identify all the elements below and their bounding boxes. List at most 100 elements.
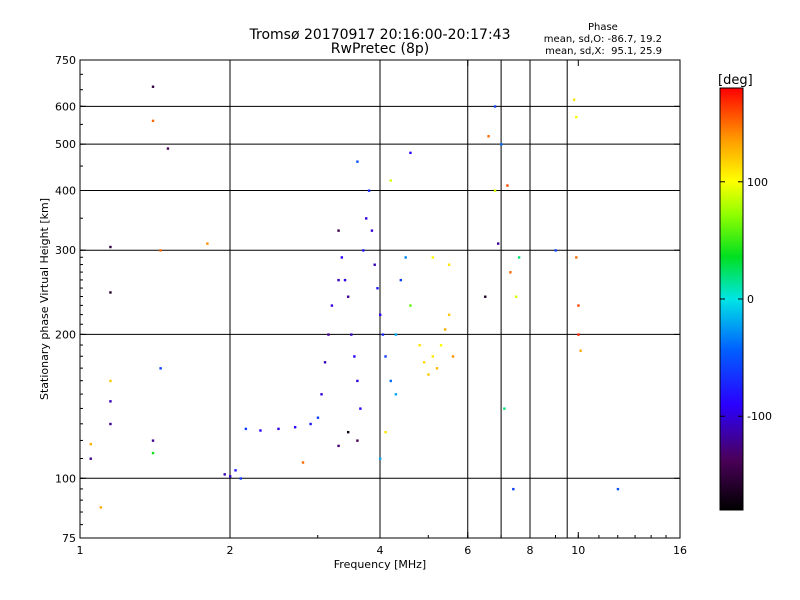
y-tick-label: 750: [55, 54, 76, 67]
y-tick-label: 200: [55, 328, 76, 341]
data-point: [109, 245, 112, 249]
data-point: [500, 143, 503, 146]
data-point: [418, 344, 421, 347]
data-point: [379, 313, 382, 317]
data-point: [427, 373, 430, 376]
data-point: [346, 295, 350, 298]
data-point: [223, 473, 226, 476]
chart-title: Tromsø 20170917 20:16:00-20:17:43: [249, 27, 511, 43]
data-point: [109, 291, 112, 294]
data-point: [409, 151, 412, 155]
grid-lines: [80, 60, 680, 538]
data-point: [327, 333, 330, 336]
data-point: [362, 249, 365, 252]
data-point: [496, 242, 500, 245]
data-point: [340, 256, 344, 259]
data-point: [389, 179, 392, 182]
data-point: [259, 429, 262, 432]
data-point: [487, 135, 490, 138]
data-point: [356, 439, 359, 442]
data-point: [356, 379, 359, 383]
data-point: [359, 407, 362, 410]
data-point: [99, 506, 103, 509]
data-point: [244, 427, 248, 431]
data-point: [484, 295, 487, 298]
x-axis-label: Frequency [MHz]: [334, 558, 426, 571]
data-point: [503, 407, 506, 410]
data-point: [320, 393, 323, 396]
data-point: [506, 184, 509, 187]
data-point: [356, 160, 359, 163]
data-point: [384, 430, 387, 434]
chart-subtitle: RwPretec (8p): [330, 41, 430, 57]
y-tick-label: 75: [62, 532, 76, 545]
data-point: [337, 444, 340, 448]
scatter-points: [89, 85, 620, 509]
data-point: [206, 242, 209, 245]
x-tick-label: 16: [673, 544, 687, 557]
data-point: [239, 477, 242, 480]
colorbar-tick-label: 0: [747, 293, 754, 306]
data-point: [435, 367, 439, 370]
y-tick-label: 100: [55, 472, 76, 485]
data-point: [379, 457, 382, 460]
data-point: [577, 333, 580, 336]
colorbar-tick-label: -100: [747, 410, 772, 423]
data-point: [229, 475, 232, 478]
data-point: [293, 426, 297, 429]
data-point: [151, 439, 155, 442]
colorbar-tick-label: 100: [747, 176, 768, 189]
data-point: [493, 189, 497, 192]
data-point: [109, 422, 112, 426]
data-point: [343, 278, 347, 282]
data-point: [234, 469, 237, 472]
data-point: [447, 263, 451, 266]
data-point: [346, 430, 350, 434]
x-tick-label: 1: [77, 544, 84, 557]
data-point: [384, 355, 387, 358]
data-point: [166, 147, 170, 150]
data-point: [381, 333, 385, 336]
phase-stats: Phase mean, sd,O: -86.7, 19.2 mean, sd,X…: [544, 22, 662, 58]
data-point: [159, 249, 162, 252]
data-point: [337, 278, 340, 282]
data-point: [389, 379, 392, 383]
data-point: [159, 367, 162, 370]
y-tick-label: 400: [55, 184, 76, 197]
data-point: [337, 229, 340, 232]
data-point: [443, 328, 447, 331]
data-point: [365, 217, 368, 220]
x-tick-label: 8: [527, 544, 534, 557]
colorbar: [deg] 100 0 -100: [718, 73, 772, 511]
data-point: [394, 333, 398, 336]
phase-stats-x-mode: mean, sd,X: 95.1, 25.9: [545, 46, 662, 57]
data-point: [350, 333, 353, 336]
data-point: [323, 361, 327, 364]
data-point: [493, 105, 497, 108]
data-point: [89, 457, 92, 460]
x-tick-label: 4: [377, 544, 384, 557]
data-point: [277, 427, 280, 431]
data-point: [151, 119, 155, 123]
axis-ticks: 1 2 4 6 8 10 16 75 100 200 300 400 500 600 750: [55, 54, 687, 557]
y-tick-label: 300: [55, 244, 76, 257]
data-point: [512, 487, 515, 491]
data-point: [373, 263, 376, 266]
data-point: [316, 416, 320, 419]
data-point: [579, 349, 582, 352]
data-point: [399, 278, 403, 282]
data-point: [616, 487, 620, 491]
data-point: [353, 355, 356, 358]
data-point: [575, 115, 578, 119]
phase-stats-o-mode: mean, sd,O: -86.7, 19.2: [543, 34, 662, 45]
data-point: [422, 361, 426, 364]
data-point: [370, 229, 374, 232]
data-point: [447, 313, 451, 317]
data-point: [376, 287, 379, 290]
data-point: [575, 256, 578, 259]
data-point: [301, 461, 305, 464]
y-axis-label: Stationary phase Virtual Height [km]: [38, 198, 51, 400]
data-point: [577, 304, 580, 307]
data-point: [309, 422, 312, 426]
data-point: [517, 256, 521, 259]
